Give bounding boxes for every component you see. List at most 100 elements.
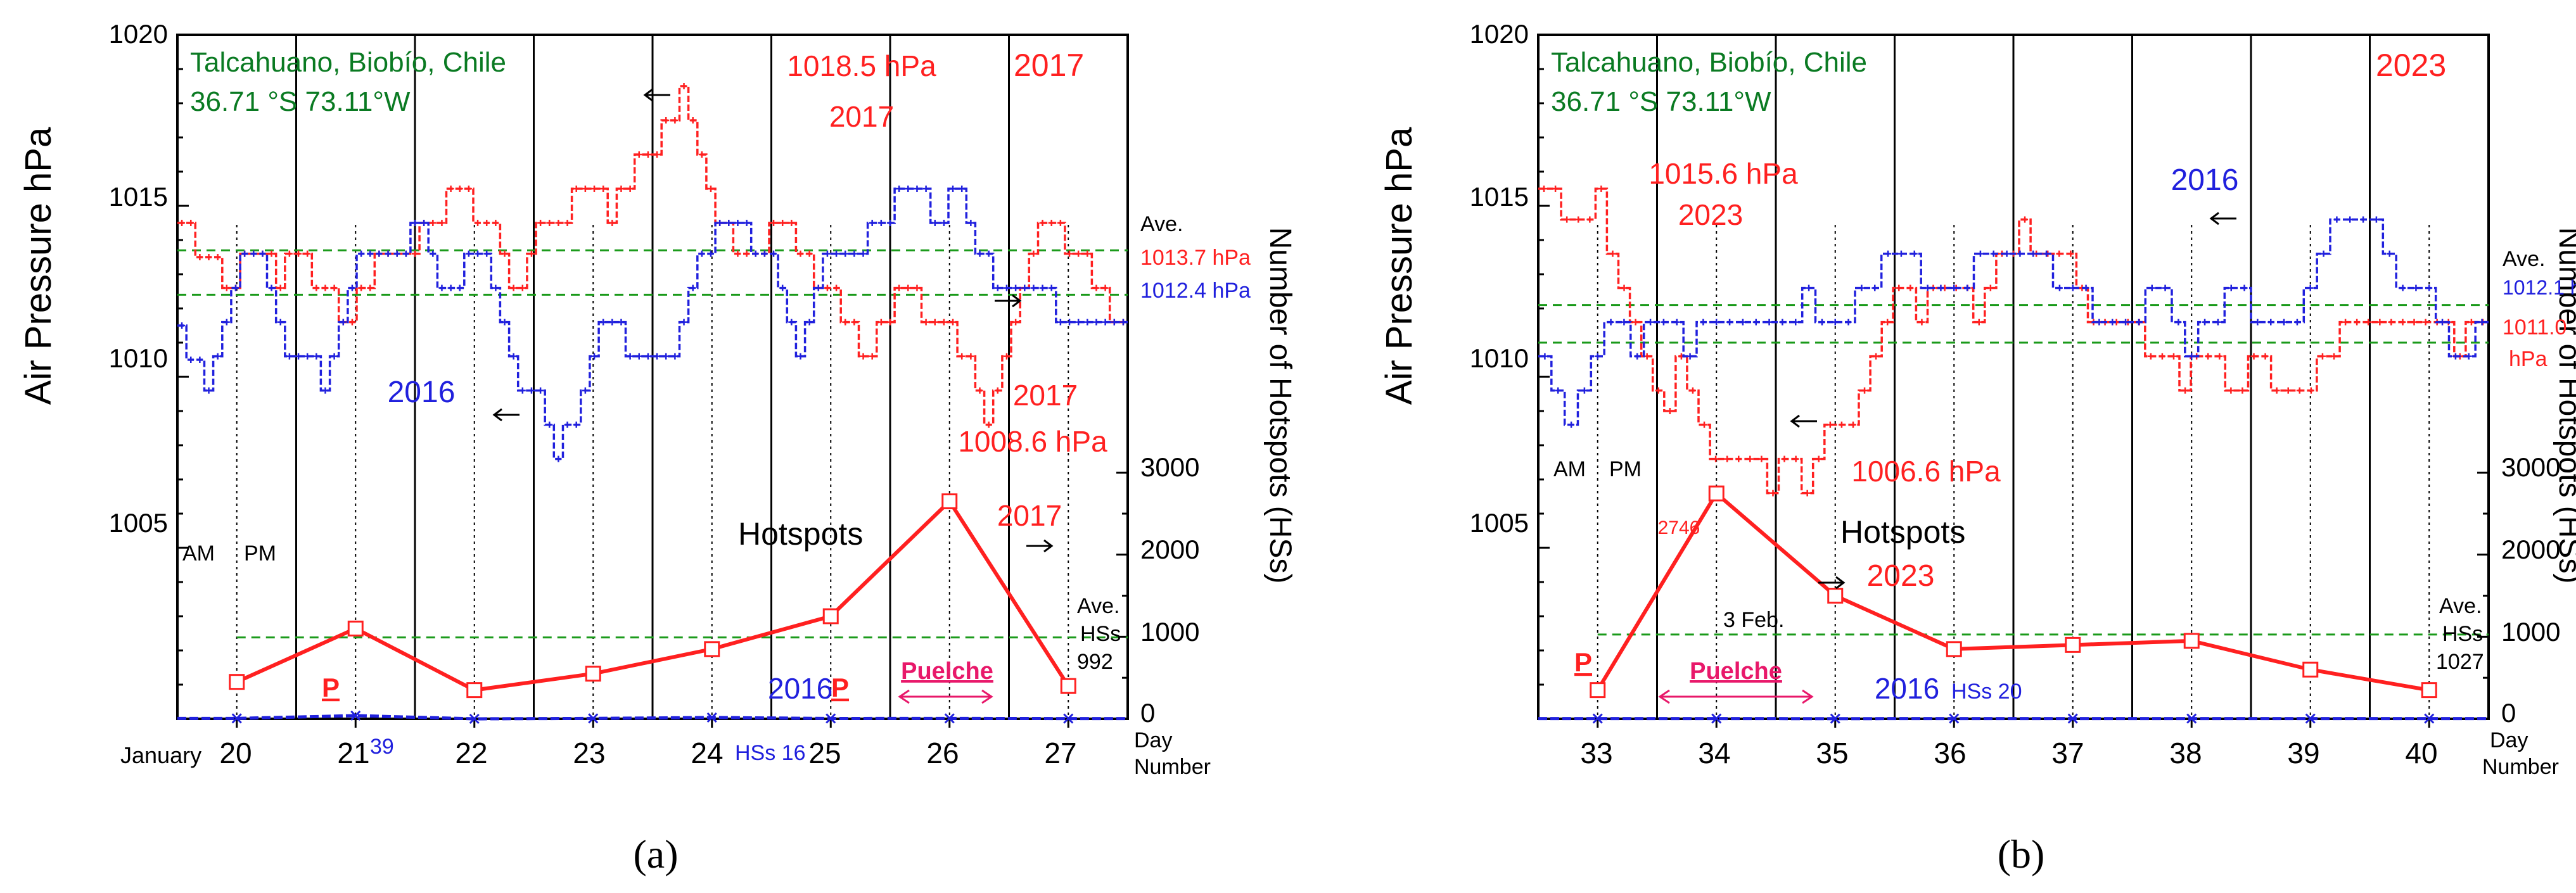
annotation-max-pressure: 1015.6 hPa [1648,157,1798,190]
location-name: Talcahuano, Biobío, Chile [1551,47,1867,78]
avg-pressure-2016: 1012.4 hPa [1140,279,1251,303]
pressure-point-blue [1581,387,1588,394]
pressure-point-blue [313,353,320,360]
y-tick-label: 1010 [109,343,168,373]
p-marker: P [322,673,340,702]
pressure-point-red [322,284,329,291]
pressure-point-blue [1951,284,1958,291]
pressure-point-red [519,284,526,291]
hotspot-point-current [585,666,601,682]
pressure-point-red [788,220,795,226]
pressure-point-red [286,250,293,257]
pressure-point-blue [1964,284,1971,291]
pressure-point-red [1907,284,1914,291]
pressure-point-blue [286,353,293,360]
pressure-point-blue [2426,284,2433,291]
pressure-point-red [546,220,553,226]
hotspot-point-2016 [231,713,242,724]
hss-2016-count: HSs 16 [735,741,806,765]
pressure-point-red [1632,319,1639,326]
hotspot-point-2016 [469,713,480,725]
pressure-point-red [967,353,974,360]
ave-hss-value: 992 [1077,650,1113,674]
pressure-point-blue [528,387,535,394]
y2-tick-label: 2000 [1140,535,1199,564]
pressure-point-red [331,284,338,291]
pressure-point-blue [1541,353,1548,360]
hotspot-point-current [1708,485,1725,502]
hss-2016-count: HSs 20 [1951,680,2022,704]
y2-tick-label: 3000 [2501,452,2560,482]
pressure-point-red [654,151,661,158]
pressure-point-red [1003,353,1010,360]
annotation-min-pressure: 1008.6 hPa [958,425,1107,458]
pressure-point-blue [2030,250,2037,257]
pressure-point-blue [456,284,463,291]
pressure-point-blue [591,353,598,360]
pressure-point-blue [1568,421,1575,428]
panel-label: (a) [633,832,678,877]
pressure-line-blue [177,187,1128,460]
pressure-point-blue [1700,319,1707,326]
pressure-point-red [860,353,867,360]
pressure-point-blue [205,387,212,394]
pressure-point-blue [1990,250,1997,257]
pressure-point-blue [196,357,203,363]
pressure-point-red [367,284,374,291]
p-marker: P [831,673,849,702]
hotspot-point-2016 [350,710,361,721]
pressure-point-red [976,387,983,394]
y-axis-title: Air Pressure hPa [18,127,59,405]
x-tick-label: 35 [1816,737,1848,770]
y2-tick-label: 0 [2501,698,2516,728]
pressure-point-blue [2202,319,2209,326]
pressure-point-red [179,220,186,226]
pressure-point-red [465,186,472,192]
x-tick-label: 23 [573,737,605,770]
pressure-point-blue [1039,284,1046,291]
pressure-point-red [1609,250,1616,257]
pressure-point-blue [2254,319,2261,326]
pressure-point-blue [1003,284,1010,291]
pressure-point-red [914,284,921,291]
pressure-point-blue [2267,319,2274,326]
pressure-point-blue [250,250,257,257]
pressure-point-blue [770,250,777,257]
x-tick-label: 27 [1044,737,1076,770]
pressure-point-blue [860,250,867,257]
pressure-point-red [797,250,804,257]
pressure-point-blue [877,220,884,226]
pressure-point-blue [555,455,562,462]
pressure-point-blue [2214,319,2221,326]
hotspot-point-current [466,682,483,699]
pressure-point-red [510,284,517,291]
pressure-point-blue [905,186,912,192]
pressure-point-blue [304,353,311,360]
avg-pressure-2017: 1013.7 hPa [1140,246,1251,270]
pressure-point-red [492,220,499,226]
pressure-point-blue [1726,319,1733,326]
pressure-point-blue [322,387,329,394]
pressure-point-blue [2320,250,2327,257]
pressure-point-blue [402,250,409,257]
y-tick-label: 1015 [109,182,168,212]
pressure-point-blue [600,319,607,326]
year-label: 2023 [2376,48,2446,83]
pressure-point-blue [2003,250,2010,257]
pressure-point-red [877,319,884,326]
y2-tick-label: 2000 [2501,535,2560,564]
pressure-point-red [2422,319,2429,326]
pressure-point-red [609,220,616,226]
pressure-point-blue [779,284,786,291]
pressure-point-blue [573,421,580,428]
pressure-point-red [1552,186,1559,192]
pressure-point-blue [663,353,670,360]
x-tick-label: 39 [2287,737,2319,770]
pressure-point-red [2296,387,2303,394]
pressure-point-blue [815,284,822,291]
pressure-point-red [1987,284,1994,291]
pressure-point-blue [654,353,661,360]
pressure-point-blue [2281,319,2288,326]
pressure-point-red [1918,319,1925,326]
pressure-point-red [2239,387,2246,394]
